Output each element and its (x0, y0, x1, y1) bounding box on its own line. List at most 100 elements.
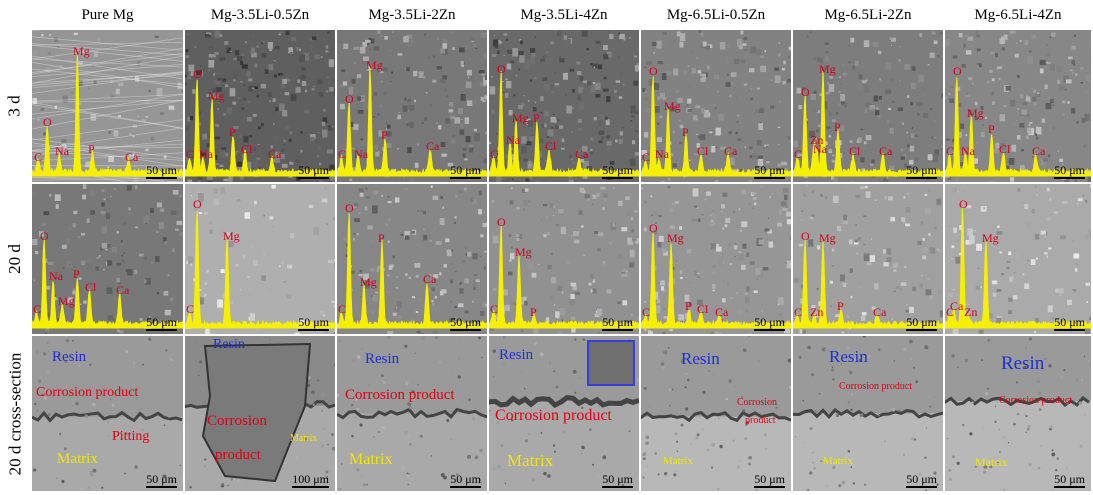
eds-element-label: Mg (208, 89, 225, 103)
matrix-label: Matrix (975, 455, 1008, 469)
eds-spectrum (32, 54, 183, 177)
scale-bar: 50 μm (906, 163, 937, 179)
eds-element-label: Ca (724, 144, 738, 158)
column-header-mg-3.5li-0.5zn: Mg-3.5Li-0.5Zn (210, 7, 310, 23)
product-label: product (215, 447, 261, 463)
eds-element-label: Na (49, 269, 63, 283)
matrix-label: Matrix (349, 451, 393, 468)
scale-bar: 50 μm (450, 315, 481, 331)
eds-element-label: C (33, 302, 42, 316)
scale-bar: 50 μm (906, 315, 937, 331)
eds-element-label: O (40, 229, 49, 243)
eds-element-label: Na (55, 144, 69, 158)
eds-element-label: Ca (575, 147, 589, 161)
eds-element-label: O (649, 221, 658, 235)
cross-section-panel-1: Resin Corrosion product Matrix 100 μm (185, 336, 335, 491)
eds-element-label: Ca (873, 305, 887, 319)
pitting-label: Pitting (112, 429, 150, 444)
column-header-mg-6.5li-2zn: Mg-6.5Li-2Zn (824, 7, 912, 23)
eds-element-label: Mg (366, 58, 383, 72)
eds-element-label: Na (961, 144, 975, 158)
corrosion-product-label: Corrosion product (345, 387, 455, 403)
eds-element-label: Zn (964, 305, 978, 319)
scale-bar: 50 μm (1054, 163, 1085, 179)
eds-spectrum (337, 213, 487, 329)
eds-element-label: Cl (85, 280, 97, 294)
scale-bar: 50 μm (1054, 472, 1085, 488)
eds-element-label: Zn (810, 305, 824, 319)
eds-element-label: O (193, 67, 202, 81)
eds-element-label: C (490, 302, 499, 316)
cross-section-panel-3: Resin Corrosion product Matrix 50 μm (489, 336, 639, 491)
scale-bar: 50 μm (450, 472, 481, 488)
eds-spectrum (641, 76, 791, 177)
eds-element-label: Mg (819, 231, 836, 245)
resin-label: Resin (499, 347, 534, 363)
row-header-3d: 3 d (5, 95, 24, 117)
eds-element-label: C (642, 305, 651, 319)
eds-element-label: C (794, 147, 803, 161)
eds-element-label: Ca (116, 283, 130, 297)
eds-element-label: O (193, 197, 202, 211)
matrix-label: Matrix (290, 433, 318, 444)
eds-element-label: Mg (967, 106, 984, 120)
eds-element-label: P (685, 299, 692, 313)
eds-element-label: P (837, 299, 844, 313)
scale-bar: 50 μm (450, 163, 481, 179)
eds-spectrum (641, 233, 791, 329)
corrosion-product-label: Corrosion product (495, 407, 612, 424)
column-header-mg-6.5li-4zn: Mg-6.5Li-4Zn (974, 7, 1062, 23)
eds-element-label: Ca (715, 305, 729, 319)
resin-label: Resin (52, 349, 87, 365)
eds-element-label: O (959, 197, 968, 211)
eds-element-label: Na (506, 133, 520, 147)
sem-eds-panel-20d-1: O Mg C 50 μm (185, 184, 335, 334)
eds-element-label: O (649, 64, 658, 78)
eds-element-label: Ca (426, 139, 440, 153)
corrosion-product-label: Corrosion product (999, 395, 1073, 406)
eds-element-label: O (497, 215, 506, 229)
column-header-pure-mg: Pure Mg (81, 7, 134, 23)
eds-spectrum (945, 77, 1091, 177)
eds-spectrum (793, 239, 943, 329)
scale-bar: 50 μm (146, 472, 177, 488)
eds-spectrum (337, 66, 487, 177)
scale-bar: 50 μm (754, 163, 785, 179)
sem-eds-panel-3d-4: O Mg P C Na Cl Ca 50 μm (641, 30, 791, 182)
cross-section-panel-4: Resin Corrosion product Matrix 50 μm (641, 336, 791, 491)
matrix-label: Matrix (57, 451, 98, 467)
sem-eds-panel-20d-5: O Mg C Zn P Ca 50 μm (793, 184, 943, 334)
sem-eds-panel-3d-6: O Mg P C Na Cl Ca 50 μm (945, 30, 1091, 182)
eds-element-label: Mg (667, 231, 684, 245)
eds-element-label: Mg (515, 245, 532, 259)
resin-label: Resin (829, 347, 868, 366)
resin-label: Resin (365, 351, 400, 367)
eds-element-label: C (946, 144, 955, 158)
eds-element-label: O (953, 64, 962, 78)
resin-label: Resin (681, 349, 720, 368)
eds-element-label: P (533, 111, 540, 125)
sem-eds-panel-20d-4: O Mg P Cl C Ca 50 μm (641, 184, 791, 334)
eds-spectrum (185, 210, 335, 329)
eds-element-label: P (229, 125, 236, 139)
eds-element-label: P (381, 128, 388, 142)
scale-bar: 50 μm (602, 472, 633, 488)
sem-eds-panel-3d-3: O Mg P Na Cl C Ca 50 μm (489, 30, 639, 182)
eds-element-label: O (43, 115, 52, 129)
scale-bar: 50 μm (298, 163, 329, 179)
sem-eds-panel-20d-0: O Na P Mg Cl C Ca 50 μm (32, 184, 183, 334)
eds-element-label: C (34, 150, 43, 164)
eds-element-label: P (682, 125, 689, 139)
scale-bar: 100 μm (292, 472, 329, 488)
cross-section-panel-5: Resin Corrosion product Matrix 50 μm (793, 336, 943, 491)
eds-spectrum (489, 71, 639, 177)
eds-element-label: C (338, 302, 347, 316)
sem-eds-panel-3d-2: Mg O P C Na Ca 50 μm (337, 30, 487, 182)
matrix-label: Matrix (823, 455, 853, 467)
eds-element-label: Cl (697, 144, 709, 158)
eds-spectrum (489, 225, 639, 329)
sem-eds-panel-3d-0: Mg O C Na P Ca 50 μm (32, 30, 183, 182)
eds-element-label: Mg (819, 62, 836, 76)
column-header-mg-3.5li-4zn: Mg-3.5Li-4Zn (520, 7, 608, 23)
